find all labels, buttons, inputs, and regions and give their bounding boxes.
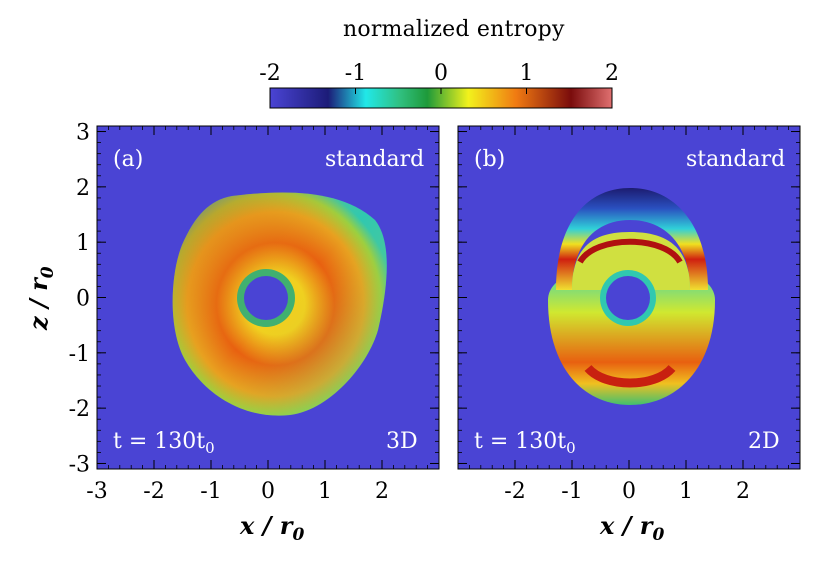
y-tick-label: -2 [69,397,90,422]
panel-b-time-sub: 0 [566,439,576,457]
x-tick-label: 0 [261,479,275,504]
y-tick-label: -1 [69,342,90,367]
y-tick-label: 3 [76,121,90,146]
y-tick-label: 2 [76,176,90,201]
panel-b-red-arc [577,238,683,264]
x-tick-label: -1 [200,479,221,504]
colorbar-tick-label: 1 [520,61,534,86]
y-tick-label: 1 [76,231,90,256]
x-axis-label-right-sub: 0 [652,525,664,545]
panel-a-time-sub: 0 [205,439,215,457]
x-axis-label-left-sub: 0 [292,525,304,545]
panel-a: (a) standard t = 130t0 3D [96,125,440,470]
panel-b-upper-cap [556,188,708,290]
panel-b-time: t = 130t0 [474,429,576,457]
panel-a-time: t = 130t0 [113,429,215,457]
panel-b-lower-arc [584,364,676,388]
x-tick-label: -2 [504,479,525,504]
x-axis-label-right: x / r0 [599,511,664,545]
panel-a-setup: standard [325,147,424,172]
y-axis-label-sub: 0 [38,266,58,278]
colorbar-tick-label: -2 [259,61,280,86]
x-tick-label: -1 [561,479,582,504]
panel-a-label: (a) [113,147,143,172]
x-axis-label-left: x / r0 [239,511,304,545]
x-tick-label: -3 [86,479,107,504]
y-axis-label: z / r0 [24,266,58,331]
x-tick-label: 2 [375,479,389,504]
colorbar-title: normalized entropy [343,17,565,42]
colorbar-tick-label: 0 [434,61,448,86]
colorbar-tick-label: 2 [605,61,619,86]
panel-a-core [244,276,288,320]
x-tick-label: 2 [736,479,750,504]
panel-a-dim: 3D [386,429,418,454]
colorbar-tick-label: -1 [345,61,366,86]
panel-b-core [606,276,650,320]
panel-b-setup: standard [686,147,785,172]
panel-b: (b) standard t = 130t0 2D [457,125,801,470]
axis-ticks: -3 -2 -1 0 1 2 -2 -1 0 1 2 3 2 1 0 -1 -2 -3 [69,121,801,504]
y-tick-label: 0 [76,287,90,312]
x-tick-label: -2 [143,479,164,504]
y-tick-label: -3 [69,452,90,477]
colorbar-ticks: -2 -1 0 1 2 [259,61,619,94]
x-tick-label: 0 [622,479,636,504]
panel-b-dim: 2D [748,429,780,454]
x-tick-label: 1 [318,479,332,504]
panel-b-label: (b) [474,147,505,172]
x-tick-label: 1 [679,479,693,504]
